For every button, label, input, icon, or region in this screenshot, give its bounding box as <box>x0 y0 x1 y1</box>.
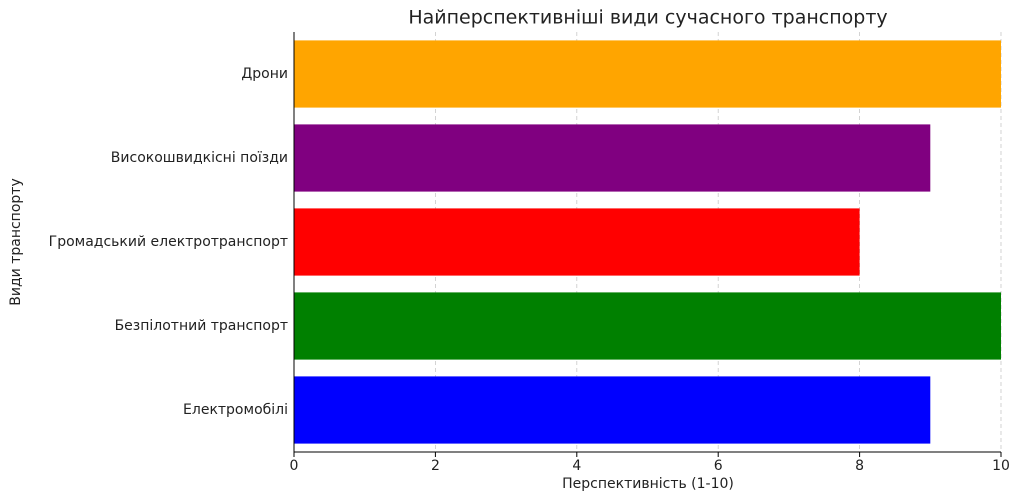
bar <box>294 208 860 276</box>
x-tick-label: 4 <box>572 458 581 474</box>
y-tick-label: Електромобілі <box>183 402 288 418</box>
y-tick-label: Високошвидкісні поїзди <box>111 150 288 166</box>
x-tick-label: 8 <box>855 458 864 474</box>
x-tick-label: 0 <box>290 458 299 474</box>
x-tick-label: 2 <box>431 458 440 474</box>
y-tick-label: Дрони <box>241 66 288 82</box>
bar <box>294 40 1001 108</box>
x-tick-label: 10 <box>992 458 1010 474</box>
bar <box>294 376 931 444</box>
y-tick-label: Безпілотний транспорт <box>115 318 288 334</box>
x-tick-label: 6 <box>714 458 723 474</box>
x-axis-label: Перспективність (1-10) <box>562 476 734 492</box>
chart-title: Найперспективніші види сучасного транспо… <box>408 7 887 29</box>
y-axis-label: Види транспорту <box>8 178 24 305</box>
bar <box>294 292 1001 360</box>
y-tick-label: Громадський електротранспорт <box>49 234 288 250</box>
bar <box>294 124 931 192</box>
